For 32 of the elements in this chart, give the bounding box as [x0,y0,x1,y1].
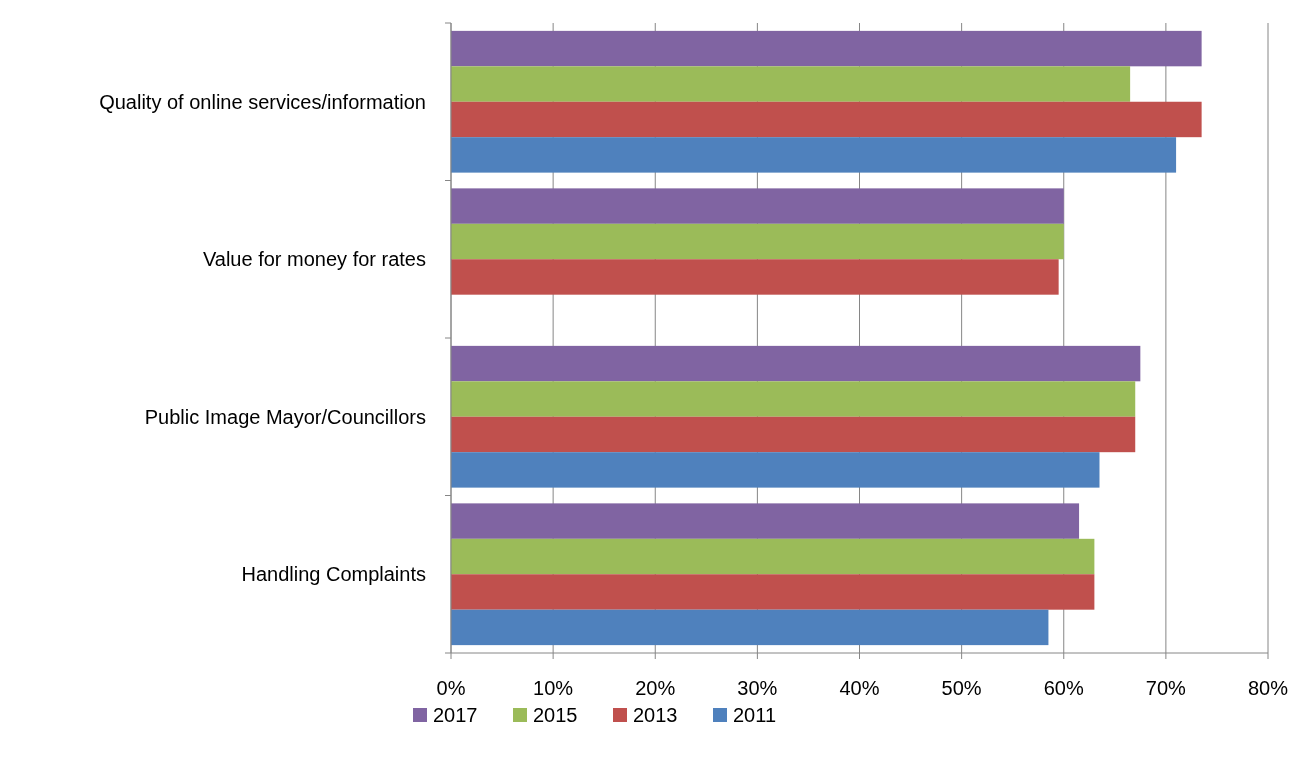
bar [451,345,1141,382]
legend-label: 2015 [533,704,578,726]
y-tick-label: Public Image Mayor/Councillors [144,405,426,428]
x-tick-label: 10% [533,677,574,699]
legend-label: 2013 [633,704,678,726]
y-tick-label: Quality of online services/information [99,90,426,113]
bar [451,66,1131,102]
bar [451,503,1080,539]
bar [451,223,1064,260]
bar [451,452,1100,488]
x-tick-label: 50% [941,677,982,699]
bar [451,259,1059,295]
bar [451,381,1136,417]
bar [451,101,1202,138]
x-tick-label: 20% [635,677,676,699]
bar [451,137,1177,173]
y-tick-label: Handling Complaints [241,563,426,586]
bar [451,538,1095,575]
bar [451,416,1136,453]
bar [451,188,1064,224]
x-tick-label: 30% [737,677,778,699]
x-tick-label: 40% [839,677,880,699]
x-tick-label: 70% [1145,677,1187,699]
x-tick-label: 60% [1043,677,1084,699]
legend-label: 2017 [433,704,478,726]
bar [451,30,1202,67]
bar [451,609,1049,646]
x-tick-label: 80% [1247,677,1289,699]
legend-label: 2011 [733,704,777,726]
y-tick-label: Value for money for rates [202,248,426,271]
bar [451,574,1095,610]
x-tick-label: 0% [436,677,466,699]
